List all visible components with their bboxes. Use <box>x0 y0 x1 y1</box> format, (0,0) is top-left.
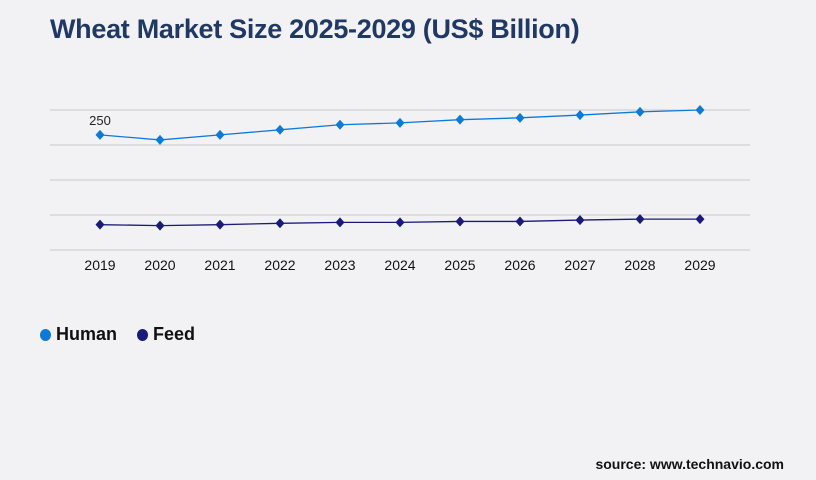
legend-human-label: Human <box>56 324 118 344</box>
data-point-feed <box>275 218 285 229</box>
data-point-human <box>95 129 105 140</box>
x-tick-label: 2028 <box>624 257 655 273</box>
data-point-feed <box>155 220 165 231</box>
x-tick-label: 2029 <box>684 257 715 273</box>
data-point-feed <box>95 219 105 230</box>
data-point-feed <box>395 217 405 228</box>
data-point-feed <box>455 216 465 227</box>
data-point-human <box>455 114 465 125</box>
data-point-human <box>575 110 585 121</box>
data-point-human <box>635 106 645 117</box>
legend-human-marker-icon <box>40 328 51 341</box>
data-point-human <box>275 124 285 135</box>
x-tick-label: 2020 <box>144 257 175 273</box>
legend: Human Feed <box>40 324 195 345</box>
x-tick-label: 2023 <box>324 257 355 273</box>
data-point-feed <box>335 217 345 228</box>
data-label: 250 <box>89 113 111 128</box>
x-tick-label: 2024 <box>384 257 415 273</box>
data-point-human <box>395 117 405 128</box>
chart-title: Wheat Market Size 2025-2029 (US$ Billion… <box>50 14 580 44</box>
x-tick-label: 2025 <box>444 257 475 273</box>
data-point-feed <box>215 219 225 230</box>
data-point-feed <box>575 215 585 226</box>
legend-item-feed: Feed <box>137 324 195 345</box>
legend-item-human: Human <box>40 324 117 345</box>
x-tick-label: 2021 <box>204 257 235 273</box>
data-point-human <box>215 129 225 140</box>
data-point-human <box>335 119 345 130</box>
x-tick-label: 2022 <box>264 257 295 273</box>
line-chart: 2019 2020 2021 2022 2023 2024 2025 2026 2027 2028… <box>50 105 750 273</box>
data-point-feed <box>695 214 705 225</box>
legend-feed-marker-icon <box>137 328 149 341</box>
source-text: source: www.technavio.com <box>595 456 784 472</box>
x-tick-label: 2019 <box>84 257 115 273</box>
data-point-human <box>695 105 705 115</box>
data-point-feed <box>515 216 525 227</box>
x-tick-label: 2027 <box>564 257 595 273</box>
data-point-feed <box>635 214 645 225</box>
x-tick-label: 2026 <box>504 257 535 273</box>
legend-feed-label: Feed <box>153 324 196 344</box>
data-point-human <box>155 134 165 145</box>
data-point-human <box>515 112 525 123</box>
